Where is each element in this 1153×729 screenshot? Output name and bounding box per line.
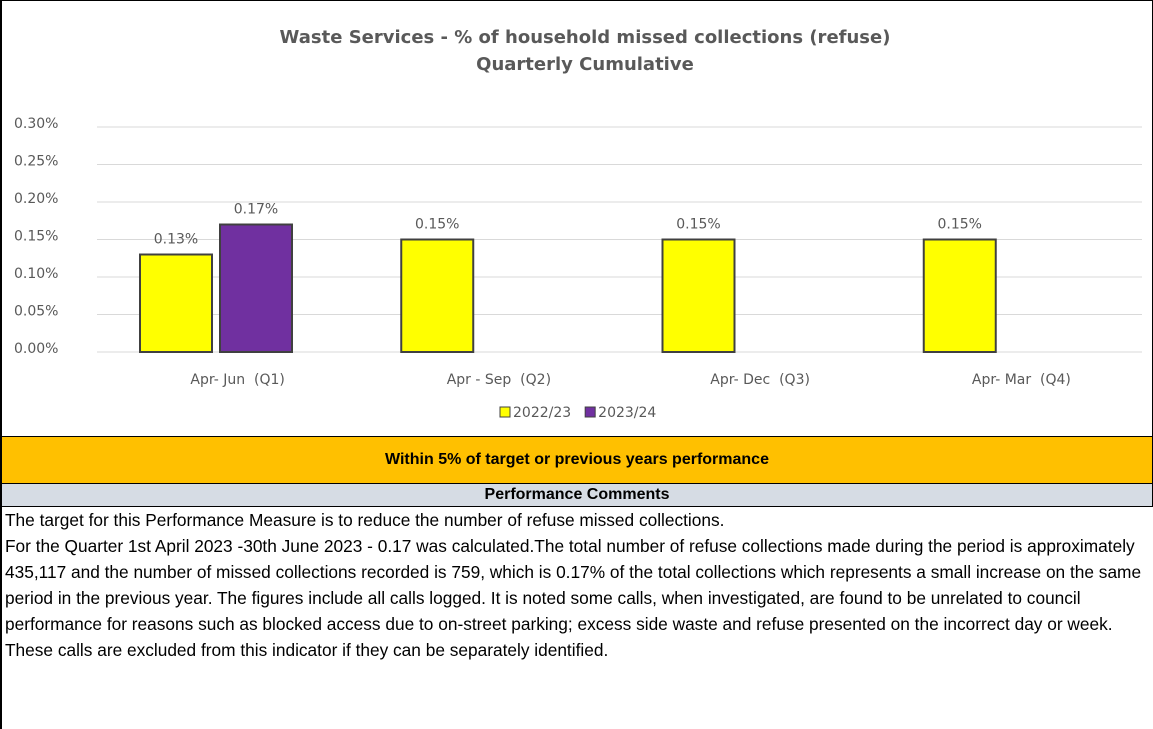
legend-label: 2022/23 [513, 405, 571, 421]
comments: The target for this Performance Measure … [2, 507, 1153, 663]
bar [400, 238, 475, 353]
data-label: 0.17% [234, 202, 278, 218]
chart-title: Waste Services - % of household missed c… [280, 27, 891, 48]
chart: Waste Services - % of household missed c… [2, 0, 1153, 436]
legend-swatch [584, 406, 596, 418]
x-tick-label: Apr- Jun (Q1) [190, 372, 284, 388]
x-tick-label: Apr- Dec (Q3) [710, 372, 810, 388]
bar [219, 223, 293, 353]
y-tick-label: 0.20% [14, 191, 58, 207]
data-label: 0.15% [676, 217, 720, 233]
y-tick-label: 0.25% [14, 154, 58, 170]
data-label: 0.15% [415, 217, 459, 233]
legend-swatch [499, 406, 511, 418]
bar [139, 253, 213, 353]
legend-label: 2023/24 [598, 405, 656, 421]
bar [922, 238, 997, 353]
y-tick-label: 0.30% [14, 116, 58, 132]
x-tick-label: Apr- Mar (Q4) [972, 372, 1071, 388]
x-tick-label: Apr - Sep (Q2) [447, 372, 551, 388]
y-tick-label: 0.10% [14, 266, 58, 282]
data-label: 0.13% [154, 232, 198, 248]
status-banner: Within 5% of target or previous years pe… [2, 436, 1153, 484]
comment-paragraph: For the Quarter 1st April 2023 -30th Jun… [5, 536, 1142, 660]
y-tick-label: 0.15% [14, 229, 58, 245]
y-tick-label: 0.00% [14, 341, 58, 357]
y-tick-label: 0.05% [14, 304, 58, 320]
chart-subtitle: Quarterly Cumulative [476, 54, 694, 75]
bar [661, 238, 736, 353]
data-label: 0.15% [938, 217, 982, 233]
comment-paragraph: The target for this Performance Measure … [5, 510, 725, 530]
comments-heading: Performance Comments [2, 484, 1153, 507]
